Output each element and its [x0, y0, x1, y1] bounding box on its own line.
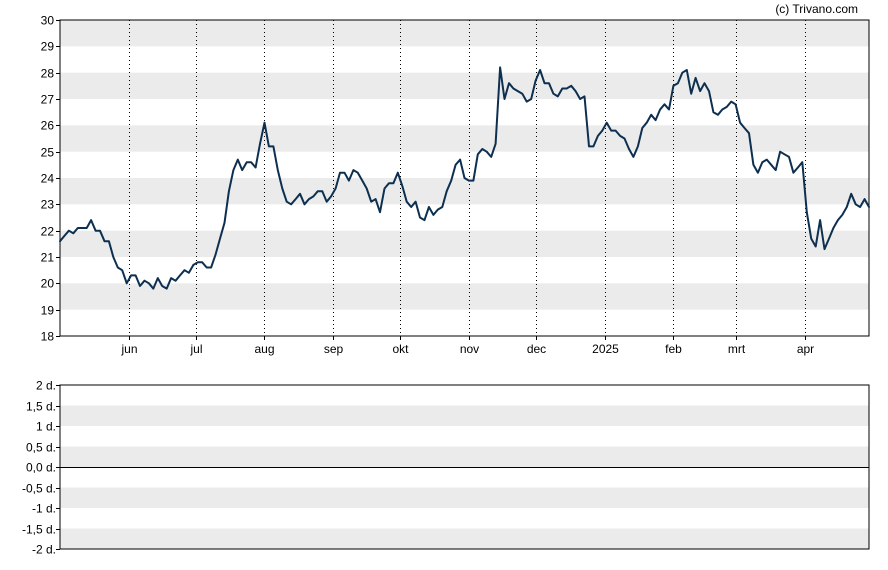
dividend-tick-label: 1 d. [36, 420, 56, 434]
price-panel-bands [60, 20, 869, 310]
dividend-band [60, 405, 869, 426]
month-tick-label: mrt [728, 342, 746, 356]
price-axis-ticks: 30 29 28 27 26 25 24 23 22 21 20 19 18 [41, 14, 60, 344]
price-tick-label: 29 [41, 40, 55, 54]
dividend-tick-label: 0,5 d. [26, 441, 56, 455]
price-tick-label: 21 [41, 251, 55, 265]
price-tick-label: 30 [41, 14, 55, 28]
month-tick-label: sep [324, 342, 344, 356]
dividend-tick-label: 1,5 d. [26, 400, 56, 414]
price-tick-label: 26 [41, 119, 55, 133]
dividend-panel-bands [60, 405, 869, 549]
month-tick-label: apr [797, 342, 814, 356]
price-tick-label: 27 [41, 93, 55, 107]
price-tick-label: 28 [41, 67, 55, 81]
price-tick-label: 23 [41, 198, 55, 212]
price-tick-label: 25 [41, 146, 55, 160]
price-tick-label: 22 [41, 225, 55, 239]
dividend-tick-label: -0,5 d. [22, 482, 56, 496]
dividend-band [60, 487, 869, 508]
price-band [60, 230, 869, 257]
price-band [60, 72, 869, 99]
price-band [60, 125, 869, 152]
dividend-tick-label: 0,0 d. [26, 461, 56, 475]
price-tick-label: 24 [41, 172, 55, 186]
month-tick-label: dec [527, 342, 546, 356]
dividend-band [60, 446, 869, 467]
dividend-band [60, 528, 869, 549]
dividend-tick-label: 2 d. [36, 379, 56, 393]
dividend-tick-label: -2 d. [32, 543, 56, 557]
month-tick-label: nov [460, 342, 479, 356]
copyright-label: (c) Trivano.com [775, 2, 858, 16]
dividend-tick-label: -1 d. [32, 502, 56, 516]
month-tick-label: 2025 [592, 342, 619, 356]
month-tick-label: okt [392, 342, 409, 356]
price-line-series [59, 66, 870, 290]
month-tick-label: jul [189, 342, 202, 356]
price-band [60, 178, 869, 205]
month-tick-label: jun [120, 342, 137, 356]
dividend-tick-label: -1,5 d. [22, 523, 56, 537]
month-tick-label: aug [254, 342, 274, 356]
price-band [60, 283, 869, 310]
month-axis-ticks: jun jul aug sep okt nov dec 2025 feb mrt apr [120, 336, 814, 356]
price-tick-label: 18 [41, 330, 55, 344]
month-tick-label: feb [665, 342, 682, 356]
price-band [60, 20, 869, 47]
price-tick-label: 20 [41, 277, 55, 291]
price-tick-label: 19 [41, 304, 55, 318]
dividend-axis-ticks: 2 d. 1,5 d. 1 d. 0,5 d. 0,0 d. -0,5 d. -1 d. -1… [22, 379, 60, 557]
price-panel-month-gridlines [129, 20, 806, 336]
